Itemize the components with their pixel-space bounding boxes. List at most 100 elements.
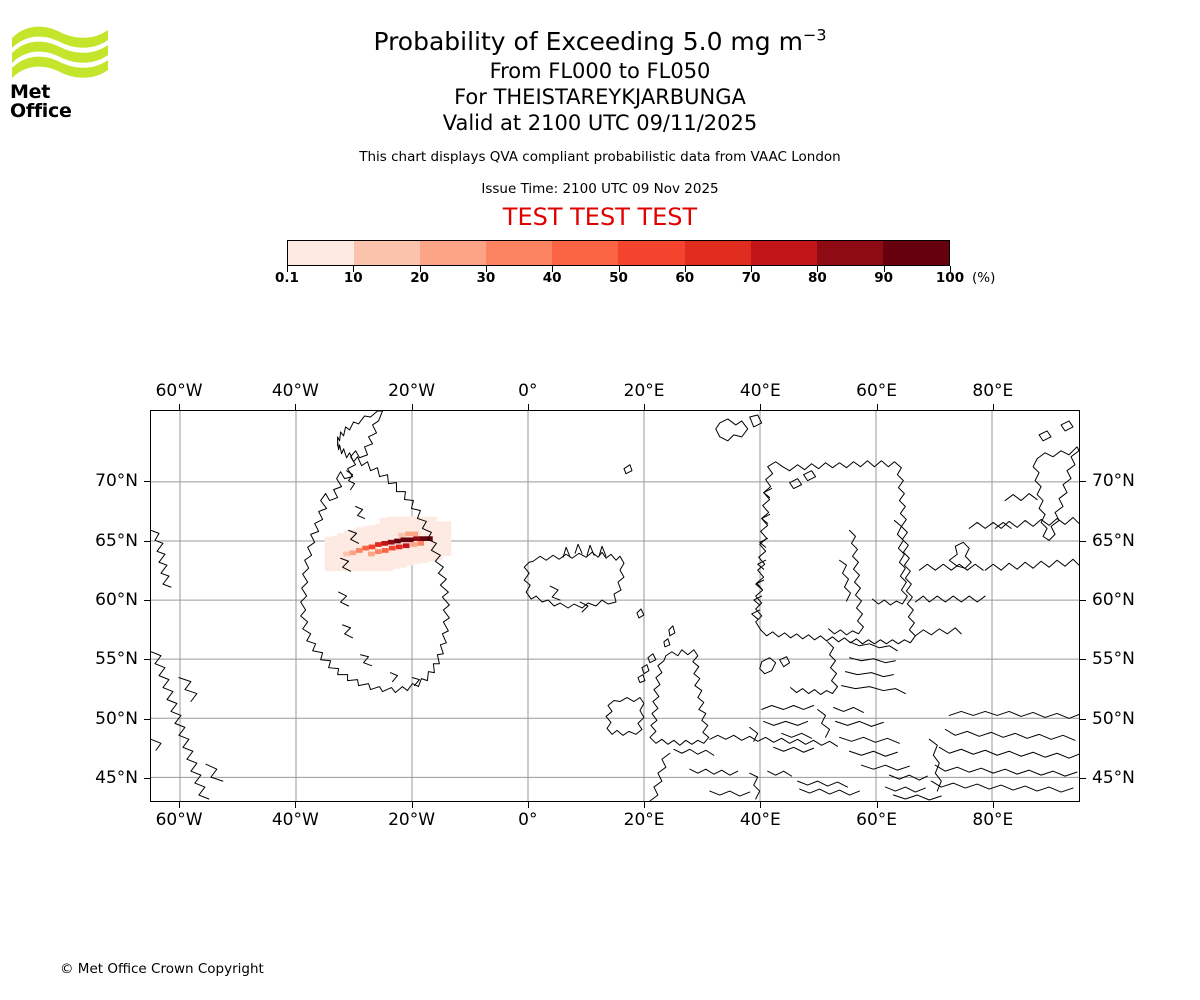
plume-cell-18	[375, 549, 382, 554]
tick-lat-right-5	[1080, 778, 1086, 780]
plume-cell-12	[349, 550, 357, 556]
axis-label-lon-bottom-2: 20°W	[388, 810, 436, 830]
colorbar-band-4	[552, 241, 619, 265]
colorbar-band-5	[618, 241, 685, 265]
tick-lon-bottom-3	[527, 802, 529, 808]
axis-label-lat-left-2: 60°N	[95, 590, 138, 611]
chart-description: This chart displays QVA compliant probab…	[359, 149, 841, 165]
met-office-wordmark: Met Office	[10, 81, 72, 122]
plume-cell-13	[343, 551, 350, 557]
plume-cell-10	[362, 545, 369, 551]
tick-lon-bottom-6	[876, 802, 878, 808]
colorbar-band-9	[882, 241, 949, 265]
colorbar-band-2	[420, 241, 487, 265]
colorbar-tick-label-10: 100	[935, 270, 965, 286]
axis-label-lon-top-0: 60°W	[155, 381, 203, 401]
map-container: 60°W 60°W 40°W 40°W 20°W 20°W 0° 0° 20°E 20°E 40°E…	[95, 381, 1135, 830]
axis-label-lat-left-0: 70°N	[95, 471, 138, 492]
plume-cell-4	[400, 537, 408, 543]
colorbar-tick-label-8: 80	[807, 270, 827, 286]
plume-cell-9	[368, 544, 376, 550]
tick-lat-left-2	[144, 600, 150, 602]
plume-cell-16	[388, 545, 396, 551]
axis-label-lon-bottom-4: 20°E	[623, 810, 665, 830]
map-plot-frame	[150, 410, 1080, 802]
tick-lon-top-2	[411, 404, 413, 410]
axis-label-lon-top-3: 0°	[518, 381, 538, 401]
axis-label-lon-bottom-3: 0°	[518, 810, 538, 830]
tick-lat-right-4	[1080, 718, 1086, 720]
tick-lat-left-1	[144, 540, 150, 542]
tick-lat-right-1	[1080, 540, 1086, 542]
colorbar-tick-6	[684, 266, 686, 272]
test-banner: TEST TEST TEST	[502, 203, 698, 231]
colorbar-tick-label-7: 70	[741, 270, 761, 286]
colorbar-tick-10	[950, 266, 951, 272]
plume-cell-15	[395, 544, 403, 550]
tick-lat-right-0	[1080, 481, 1086, 483]
map-graticule	[151, 411, 1079, 801]
tick-lat-left-5	[144, 778, 150, 780]
flight-level-range: From FL000 to FL050	[489, 59, 711, 83]
ash-probability-plume	[324, 516, 452, 572]
colorbar-band-0	[288, 241, 355, 265]
axis-label-lat-right-0: 70°N	[1092, 471, 1135, 492]
colorbar-tick-label-1: 10	[343, 270, 363, 286]
copyright-notice: © Met Office Crown Copyright	[60, 961, 264, 977]
tick-lon-bottom-1	[295, 802, 297, 808]
colorbar-band-1	[354, 241, 421, 265]
axis-label-lon-bottom-6: 60°E	[856, 810, 897, 830]
colorbar-tick-labels: 0.1 10 20 30 40 50 60 70 80 90 100	[275, 270, 964, 288]
colorbar-tick-9	[883, 266, 885, 272]
axis-label-lat-right-2: 60°N	[1092, 590, 1135, 611]
tick-lat-left-0	[144, 481, 150, 483]
colorbar-band-8	[816, 241, 883, 265]
plume-cell-1	[419, 536, 427, 541]
axis-label-lon-bottom-7: 80°E	[972, 810, 1014, 830]
plume-cell-24	[410, 542, 418, 547]
plume-cell-7	[381, 541, 389, 546]
plume-cell-23	[417, 541, 425, 546]
tick-lon-bottom-0	[179, 802, 181, 808]
plume-cell-0	[426, 536, 433, 541]
tick-lat-right-2	[1080, 600, 1086, 602]
colorbar-tick-label-0: 0.1	[275, 270, 299, 286]
tick-lon-bottom-4	[644, 802, 646, 808]
plume-cell-19	[368, 551, 375, 557]
axis-label-lon-bottom-1: 40°W	[271, 810, 319, 830]
tick-lat-right-3	[1080, 659, 1086, 661]
plume-cell-8	[375, 542, 382, 547]
plume-cell-17	[381, 548, 389, 553]
met-office-logo: Met Office	[10, 22, 112, 121]
axis-label-lon-top-7: 80°E	[972, 381, 1014, 401]
axis-label-lat-right-5: 45°N	[1092, 768, 1135, 789]
axis-label-lon-bottom-0: 60°W	[155, 810, 203, 830]
tick-lon-top-1	[295, 404, 297, 410]
axis-label-lon-top-4: 20°E	[623, 381, 665, 401]
axis-label-lat-left-5: 45°N	[95, 768, 138, 789]
axis-label-lon-top-2: 20°W	[388, 381, 436, 401]
colorbar-tick-label-4: 40	[542, 270, 562, 286]
axis-label-lat-right-4: 50°N	[1092, 708, 1135, 729]
tick-lat-left-3	[144, 659, 150, 661]
met-office-wave-icon	[12, 26, 108, 78]
axis-label-lon-top-5: 40°E	[739, 381, 781, 401]
axis-label-lat-right-3: 55°N	[1092, 649, 1135, 670]
plume-cell-21	[405, 531, 412, 537]
axis-label-lon-bottom-5: 40°E	[739, 810, 781, 830]
page-title-exponent: −3	[802, 25, 827, 45]
colorbar-tick-8	[817, 266, 819, 272]
plume-cell-22	[398, 532, 405, 538]
plume-cell-2	[413, 536, 420, 541]
tick-lon-top-3	[527, 404, 529, 410]
chart-title-block: Probability of Exceeding 5.0 mg m−3 From…	[0, 26, 1200, 231]
plume-cell-20	[411, 531, 419, 537]
plume-cell-14	[402, 543, 410, 549]
colorbar-tick-4	[552, 266, 554, 272]
tick-lon-top-0	[179, 404, 181, 410]
volcano-name: For THEISTAREYKJARBUNGA	[454, 85, 746, 109]
probability-colorbar: 0.1 10 20 30 40 50 60 70 80 90 100	[275, 240, 964, 286]
plume-cell-3	[406, 537, 414, 543]
colorbar-tick-label-6: 60	[675, 270, 695, 286]
colorbar-tick-1	[353, 266, 355, 272]
